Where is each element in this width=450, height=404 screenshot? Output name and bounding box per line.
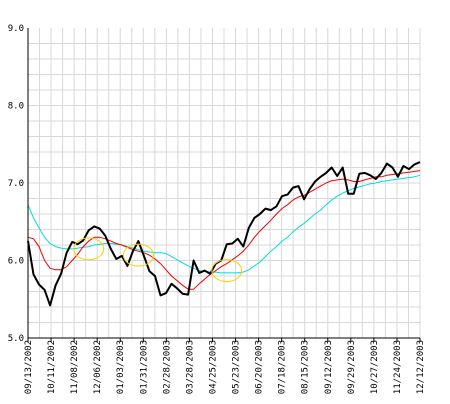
- x-tick-label: 09/29/2003: [347, 340, 357, 394]
- grid: [27, 28, 421, 339]
- x-tick-label: 11/08/2002: [70, 340, 80, 394]
- x-tick-label: 11/24/2003: [393, 340, 403, 394]
- highlight-ellipse: [73, 237, 105, 261]
- y-tick-label: 5.0: [8, 334, 24, 344]
- axes: [27, 28, 420, 339]
- x-tick-label: 02/28/2003: [162, 340, 172, 394]
- x-tick-labels: 09/13/2002 10/11/2002 11/08/2002 12/06/2002…: [24, 338, 426, 394]
- x-tick-label: 05/23/2003: [232, 340, 242, 394]
- x-tick-label: 08/15/2003: [301, 340, 311, 394]
- highlight-markers: [73, 237, 243, 283]
- x-tick-label: 12/12/2003: [416, 340, 426, 394]
- y-tick-label: 9.0: [8, 24, 24, 34]
- x-tick-label: 07/18/2003: [278, 340, 288, 394]
- highlight-ellipse: [211, 259, 243, 283]
- x-tick-label: 09/12/2003: [324, 340, 334, 394]
- x-tick-label: 06/20/2003: [255, 340, 265, 394]
- x-tick-label: 10/11/2002: [47, 340, 57, 394]
- y-tick-label: 6.0: [8, 257, 24, 267]
- x-tick-label: 12/06/2002: [93, 340, 103, 394]
- series-line-price: [27, 161, 421, 307]
- x-tick-label: 03/28/2003: [185, 340, 195, 394]
- y-tick-label: 8.0: [8, 102, 24, 112]
- y-tick-label: 7.0: [8, 179, 24, 189]
- highlight-ellipse: [122, 243, 154, 267]
- y-tick-labels: 5.0 6.0 7.0 8.0 9.0: [8, 24, 24, 344]
- x-tick-label: 09/13/2002: [24, 340, 34, 394]
- x-tick-label: 01/03/2003: [116, 340, 126, 394]
- x-tick-label: 01/31/2003: [139, 340, 149, 394]
- x-tick-label: 10/27/2003: [370, 340, 380, 394]
- x-tick-label: 04/25/2003: [208, 340, 218, 394]
